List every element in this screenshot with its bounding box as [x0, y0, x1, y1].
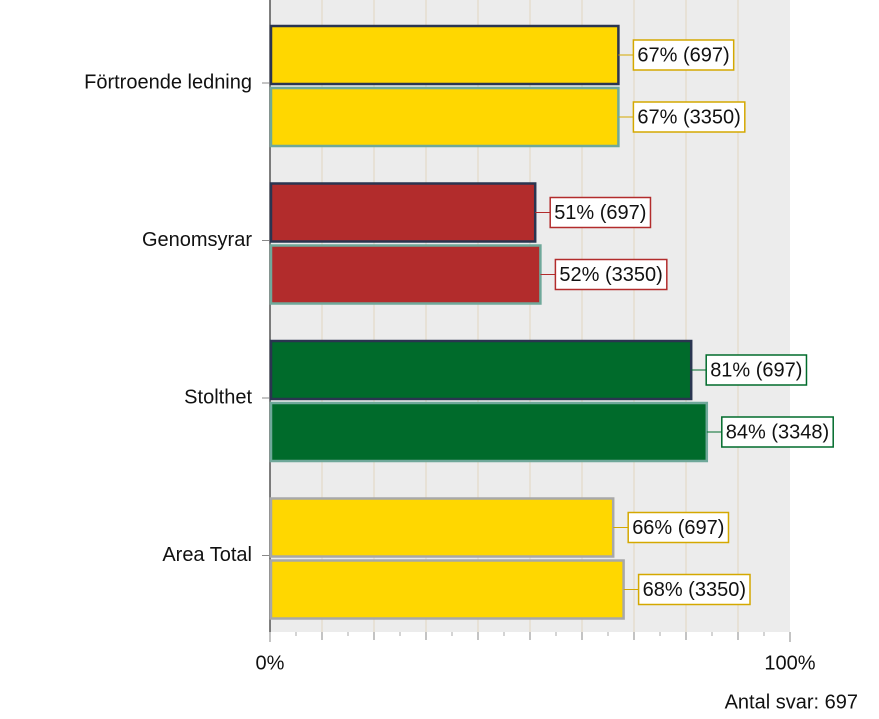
- x-tick-label: 100%: [764, 652, 815, 674]
- y-tick-label: Area Total: [162, 544, 252, 566]
- label-box: [627, 511, 730, 544]
- bar: [269, 86, 620, 148]
- label-box: [549, 196, 652, 229]
- label-box: [554, 258, 668, 291]
- data-label: 81% (697): [710, 359, 802, 381]
- y-tick-label: Stolthet: [184, 386, 252, 408]
- bar: [269, 339, 693, 401]
- data-label: 68% (3350): [643, 579, 746, 601]
- y-tick-label: Förtroende ledning: [84, 71, 252, 93]
- bar: [269, 497, 615, 558]
- data-label: 84% (3348): [726, 421, 829, 443]
- label-box: [705, 354, 808, 386]
- x-tick-label: 0%: [256, 652, 285, 674]
- bar: [269, 244, 542, 305]
- footnote: Antal svar: 697: [725, 691, 858, 713]
- bar: [269, 24, 620, 86]
- bar: [269, 401, 709, 463]
- data-label: 67% (3350): [637, 106, 740, 128]
- data-label: 52% (3350): [559, 264, 662, 286]
- bar: [269, 559, 625, 620]
- label-box: [632, 101, 746, 133]
- label-box: [637, 573, 751, 606]
- bar: [269, 182, 537, 243]
- y-tick-label: Genomsyrar: [142, 229, 252, 251]
- data-label: 67% (697): [637, 44, 729, 66]
- label-box: [632, 39, 735, 71]
- data-label: 66% (697): [632, 517, 724, 539]
- label-box: [721, 416, 834, 448]
- data-label: 51% (697): [554, 202, 646, 224]
